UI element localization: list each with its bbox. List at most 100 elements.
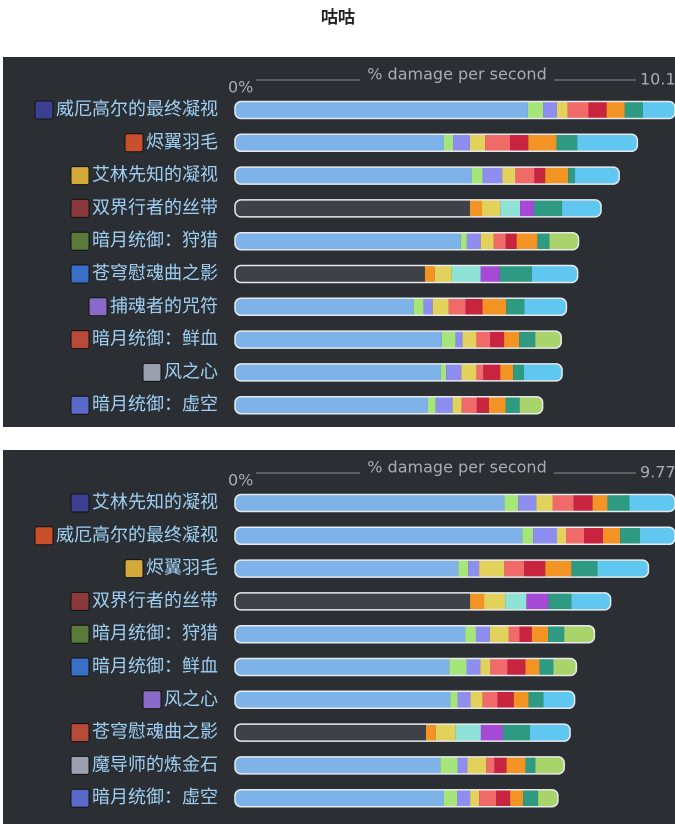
bar (235, 331, 562, 349)
bar-outline (234, 657, 578, 677)
bar-segment (566, 527, 585, 545)
bar-segment (528, 691, 544, 709)
bar (235, 527, 675, 545)
bar-segment (480, 658, 491, 676)
bar-segment (479, 789, 497, 807)
bar-segment (573, 494, 593, 512)
bar-segment (629, 494, 675, 512)
bar-outline (234, 363, 563, 382)
category-label: 烬翼羽毛 (146, 558, 218, 579)
bar-segment (485, 134, 511, 152)
bar-segment (527, 101, 544, 119)
item-icon (70, 264, 90, 284)
bar-segment (469, 134, 486, 152)
bar-segment (536, 494, 553, 512)
bar-outline (234, 592, 612, 611)
category-label: 魔导师的炼金石 (92, 754, 218, 775)
bar-segment (543, 101, 557, 119)
bar-segment (424, 265, 435, 283)
bar-outline (234, 559, 650, 578)
bar-segment (482, 167, 503, 185)
bar (235, 658, 577, 676)
bar-segment (584, 527, 603, 545)
bar-segment (235, 167, 472, 185)
bar-segment (510, 134, 529, 152)
bar-segment (510, 789, 524, 807)
bar-segment (482, 691, 498, 709)
bar-segment (490, 658, 508, 676)
page-title: 咕咕 (321, 7, 355, 28)
item-icon (70, 788, 90, 808)
item-icon (70, 591, 90, 611)
bar-segment (413, 298, 424, 316)
bar-segment (523, 789, 539, 807)
bar-segment (435, 724, 456, 742)
bar-segment (519, 625, 532, 643)
bar-segment (602, 527, 621, 545)
bar-segment (588, 101, 607, 119)
bar-segment (441, 331, 456, 349)
bar-segment (606, 101, 625, 119)
bar-segment (449, 658, 467, 676)
bar (235, 560, 649, 578)
bar-segment (506, 756, 526, 774)
bar (235, 756, 565, 774)
bar-segment (577, 134, 638, 152)
bar-segment (235, 232, 461, 250)
bar-segment (564, 625, 595, 643)
bar-segment (235, 625, 466, 643)
x-axis-title: % damage per second (367, 458, 546, 477)
bar-outline (234, 199, 602, 218)
bar-segment (525, 756, 536, 774)
bar-outline (234, 133, 639, 153)
bar-segment (508, 625, 520, 643)
bar-segment (504, 494, 519, 512)
bar-segment (235, 789, 444, 807)
bar-segment (480, 232, 494, 250)
bar-segment (620, 527, 640, 545)
bar-segment (519, 331, 536, 349)
item-icon (70, 395, 90, 415)
bar-segment (516, 232, 538, 250)
bar-segment (484, 592, 506, 610)
bar-segment (482, 298, 507, 316)
bar (235, 298, 567, 316)
category-label: 暗月统御：虚空 (92, 394, 218, 415)
bar-segment (556, 134, 578, 152)
bar-segment (470, 592, 485, 610)
bar-segment (607, 494, 630, 512)
bar-segment (235, 298, 414, 316)
bar-segment (443, 789, 458, 807)
bar (235, 199, 602, 217)
bar-segment (531, 265, 578, 283)
bar-segment (524, 298, 567, 316)
bar-segment (505, 592, 527, 610)
bar-outline (234, 297, 568, 317)
item-icon (142, 362, 162, 382)
bar-segment (497, 691, 514, 709)
bar-segment (548, 592, 572, 610)
bar-segment (465, 625, 476, 643)
category-label: 暗月统御：鲜血 (92, 656, 218, 677)
bar-segment (235, 199, 470, 217)
bar-segment (469, 199, 483, 217)
bar-segment (476, 331, 491, 349)
bar-segment (443, 134, 454, 152)
bar-segment (432, 298, 449, 316)
bar-segment (423, 298, 433, 316)
bar-segment (235, 724, 426, 742)
bar-segment (526, 592, 549, 610)
bar-segment (466, 658, 481, 676)
bar-segment (235, 331, 442, 349)
bar-segment (571, 592, 611, 610)
bar-segment (538, 789, 558, 807)
bar-segment (639, 527, 675, 545)
bar-segment (465, 298, 483, 316)
bar-segment (450, 691, 458, 709)
category-label: 暗月统御：虚空 (92, 787, 218, 808)
bar (235, 789, 558, 807)
category-label: 苍穹慰魂曲之影 (92, 722, 218, 743)
bar-segment (568, 167, 576, 185)
bar (235, 494, 675, 512)
bar-segment (528, 134, 557, 152)
